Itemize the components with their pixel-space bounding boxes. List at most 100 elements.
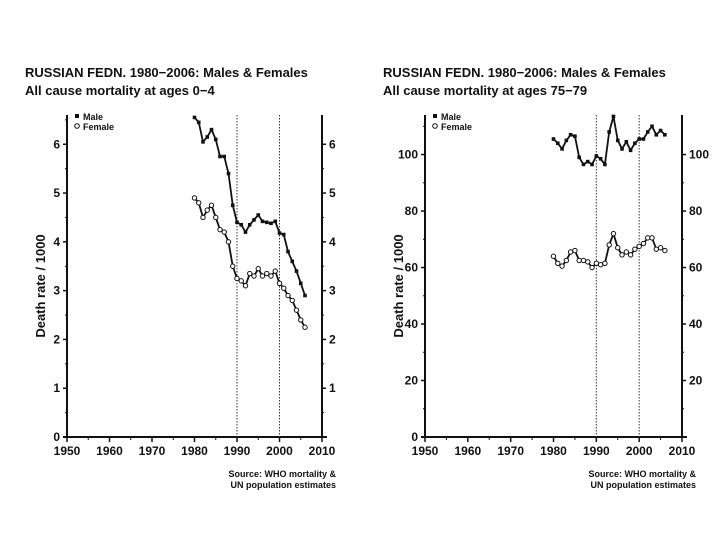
data-point-male xyxy=(290,259,295,264)
source-note: UN population estimates xyxy=(590,480,696,490)
right-y-tick-label: 80 xyxy=(689,204,703,218)
data-point-male xyxy=(264,220,269,225)
right-y-tick-label: 100 xyxy=(689,148,709,162)
data-point-female xyxy=(225,239,232,245)
data-point-male xyxy=(560,147,564,151)
data-point-male xyxy=(641,137,646,141)
data-point-female xyxy=(645,235,651,241)
data-point-male xyxy=(213,137,218,142)
x-tick-label: 1970 xyxy=(139,444,166,458)
data-point-female xyxy=(268,273,274,279)
right-y-tick-label: 2 xyxy=(329,332,336,346)
data-point-female xyxy=(276,280,283,287)
data-point-male xyxy=(611,114,616,119)
data-point-female xyxy=(572,247,578,254)
data-point-female xyxy=(255,265,261,272)
data-point-female xyxy=(567,249,574,255)
data-point-male xyxy=(615,138,620,143)
data-point-male xyxy=(192,115,197,120)
data-point-female xyxy=(550,253,557,259)
y-tick-label: 2 xyxy=(53,332,60,346)
x-tick-label: 1960 xyxy=(454,444,481,458)
data-point-male xyxy=(573,134,577,138)
data-point-female xyxy=(289,297,295,304)
chart-title: RUSSIAN FEDN. 1980−2006: Males & Females xyxy=(25,65,308,80)
y-tick-label: 80 xyxy=(405,204,419,218)
data-point-female xyxy=(662,247,668,254)
data-point-female xyxy=(623,249,630,255)
right-y-tick-label: 60 xyxy=(689,261,703,275)
data-point-male xyxy=(581,162,586,167)
data-point-female xyxy=(653,246,659,252)
data-point-female xyxy=(200,214,206,221)
data-point-female xyxy=(272,268,278,274)
data-point-female xyxy=(585,259,591,265)
y-tick-label: 4 xyxy=(53,235,60,249)
data-point-female xyxy=(247,270,253,277)
data-point-female xyxy=(602,260,608,266)
series-line-female xyxy=(193,197,306,328)
data-point-female xyxy=(576,257,582,264)
y-tick-label: 40 xyxy=(405,317,419,331)
data-point-male xyxy=(269,221,273,226)
data-point-male xyxy=(568,132,573,137)
data-point-female xyxy=(251,273,257,279)
data-point-male xyxy=(633,141,637,146)
data-point-male xyxy=(218,154,222,159)
data-point-female xyxy=(264,270,270,277)
x-tick-label: 1950 xyxy=(54,444,81,458)
data-point-male xyxy=(252,218,256,222)
data-point-female xyxy=(293,307,300,313)
x-tick-label: 2000 xyxy=(266,444,293,458)
data-point-female xyxy=(649,235,655,241)
data-point-female xyxy=(234,275,240,282)
data-point-female xyxy=(640,240,647,247)
data-point-male xyxy=(247,222,252,227)
legend-marker-female xyxy=(74,123,80,129)
x-tick-label: 1990 xyxy=(224,444,251,458)
data-point-female xyxy=(281,285,287,291)
y-tick-label: 100 xyxy=(398,148,418,162)
data-point-female xyxy=(221,229,227,235)
right-y-tick-label: 5 xyxy=(329,186,336,200)
y-tick-label: 6 xyxy=(53,137,60,151)
data-point-male xyxy=(577,155,581,160)
data-point-male xyxy=(637,137,641,141)
data-point-male xyxy=(230,203,235,208)
data-point-female xyxy=(204,207,210,213)
x-tick-label: 1990 xyxy=(583,444,610,458)
data-point-male xyxy=(607,130,611,134)
x-tick-label: 1960 xyxy=(96,444,123,458)
data-point-female xyxy=(191,195,198,201)
data-point-female xyxy=(559,263,565,269)
data-point-male xyxy=(286,249,290,254)
data-point-female xyxy=(593,260,600,266)
legend-marker-male xyxy=(433,114,437,118)
data-point-female xyxy=(213,214,219,221)
data-point-female xyxy=(636,243,642,250)
data-point-male xyxy=(645,130,650,134)
legend-label-male: Male xyxy=(83,112,103,122)
data-point-female xyxy=(285,292,291,299)
data-point-female xyxy=(208,202,215,208)
y-tick-label: 20 xyxy=(405,374,419,388)
data-point-female xyxy=(657,245,664,251)
data-point-female xyxy=(606,242,612,248)
series-line-male xyxy=(552,116,666,167)
chart-title: RUSSIAN FEDN. 1980−2006: Males & Females xyxy=(383,65,666,80)
data-point-male xyxy=(209,127,214,132)
right-y-tick-label: 3 xyxy=(329,284,336,298)
data-point-female xyxy=(196,200,202,206)
y-tick-label: 5 xyxy=(53,186,60,200)
y-axis-label: Death rate / 1000 xyxy=(33,234,48,337)
chart-subtitle: All cause mortality at ages 75−79 xyxy=(383,83,587,98)
data-point-male xyxy=(277,231,282,235)
data-point-female xyxy=(230,263,236,269)
x-tick-label: 2010 xyxy=(309,444,336,458)
data-point-male xyxy=(590,162,594,167)
data-point-male xyxy=(222,154,227,159)
data-point-male xyxy=(650,124,654,129)
chart-1: RUSSIAN FEDN. 1980−2006: Males & Females… xyxy=(25,65,336,490)
